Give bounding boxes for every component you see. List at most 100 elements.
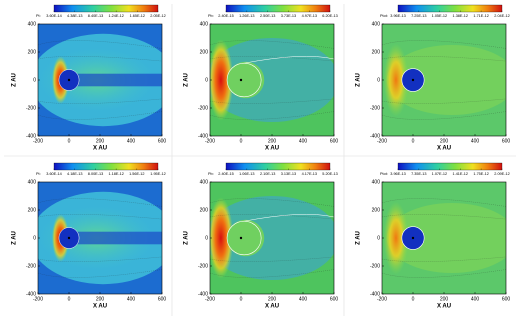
colorbar-title: Pt:: [36, 172, 41, 176]
sun: [239, 78, 243, 82]
y-tick-label: 400: [28, 21, 37, 27]
x-axis-label: X AU: [265, 146, 279, 152]
x-tick-label: 400: [127, 296, 136, 302]
colorbar-title: Ptot:: [380, 172, 388, 176]
colorbar-tick-label: 2.09E-12: [494, 172, 509, 176]
field-contour: [244, 214, 334, 222]
x-tick-label: -200: [33, 296, 43, 302]
x-tick-label: 200: [440, 138, 449, 144]
field-envelope: [210, 196, 334, 280]
x-tick-label: 600: [158, 138, 167, 144]
colorbar-tick-label: 2.40E-15: [218, 14, 233, 18]
y-tick-label: 200: [372, 207, 381, 213]
y-tick-label: -200: [26, 263, 36, 269]
y-tick-label: -200: [370, 105, 380, 111]
colorbar-tick-label: 3.13E-13: [281, 172, 296, 176]
y-tick-label: 400: [200, 179, 209, 185]
y-tick-label: 0: [33, 77, 36, 83]
streamline: [382, 256, 506, 262]
colorbar-tick-label: 7.25E-13: [411, 14, 426, 18]
y-tick-label: 200: [28, 49, 37, 55]
streamline: [38, 98, 162, 104]
field-crescent: [383, 201, 409, 275]
colorbar-tick-label: 5.20E-13: [322, 172, 337, 176]
streamline: [210, 40, 334, 49]
y-tick-label: 200: [28, 207, 37, 213]
colorbar-tick-label: 1.75E-12: [473, 172, 488, 176]
x-tick-label: -200: [377, 138, 387, 144]
x-tick-label: 600: [158, 296, 167, 302]
field: [382, 24, 506, 136]
field-envelope: [386, 203, 506, 273]
y-tick-label: 200: [200, 49, 209, 55]
colorbar-tick-label: 8.00E-13: [88, 172, 103, 176]
field: [38, 182, 162, 294]
y-tick-label: 0: [205, 235, 208, 241]
streamline: [38, 198, 162, 207]
y-tick-label: -200: [370, 263, 380, 269]
x-tick-label: 0: [412, 138, 415, 144]
y-axis-label: Z AU: [12, 231, 18, 245]
x-tick-label: 200: [96, 296, 105, 302]
colorbar-tick-label: 4.38E-13: [67, 14, 82, 18]
x-axis-label: X AU: [93, 304, 107, 310]
sun: [67, 236, 71, 240]
colorbar-tick-label: 1.38E-12: [453, 14, 468, 18]
y-tick-label: 0: [205, 77, 208, 83]
colorbar-tick-label: 4.18E-13: [67, 172, 82, 176]
y-tick-label: 0: [377, 77, 380, 83]
field-crescent: [210, 39, 234, 121]
streamline: [382, 214, 506, 220]
y-axis-label: Z AU: [356, 231, 362, 245]
colorbar-tick-label: 1.71E-12: [473, 14, 488, 18]
streamline: [382, 269, 506, 278]
colorbar-tick-label: 2.10E-13: [260, 172, 275, 176]
x-axis-label: X AU: [93, 146, 107, 152]
colorbar-tick-label: 2.50E-13: [260, 14, 275, 18]
colorbar-tick-label: 1.07E-12: [432, 172, 447, 176]
colorbar: [225, 162, 331, 171]
streamline: [38, 40, 162, 49]
streamline: [38, 111, 162, 120]
colorbar-tick-label: 7.35E-13: [411, 172, 426, 176]
field-envelope: [386, 45, 506, 115]
colorbar: [53, 4, 159, 13]
colorbar-tick-label: 2.04E-12: [494, 14, 509, 18]
y-tick-label: -400: [370, 133, 380, 139]
x-tick-label: -200: [377, 296, 387, 302]
x-tick-label: 0: [240, 296, 243, 302]
streamline: [38, 269, 162, 278]
field: [210, 24, 334, 136]
y-tick-label: -200: [26, 105, 36, 111]
colorbar-tick-label: 1.18E-12: [108, 172, 123, 176]
colorbar: [397, 162, 503, 171]
colorbar-tick-label: 3.60E-14: [46, 14, 61, 18]
sun: [67, 78, 71, 82]
streamline: [38, 56, 162, 62]
y-tick-label: -400: [370, 291, 380, 297]
colorbar-tick-label: 1.56E-12: [129, 172, 144, 176]
streamline: [382, 56, 506, 62]
x-tick-label: 400: [127, 138, 136, 144]
colorbar-tick-label: 3.96E-13: [390, 14, 405, 18]
x-tick-label: 600: [502, 138, 511, 144]
streamline: [210, 98, 334, 104]
x-tick-label: 200: [440, 296, 449, 302]
y-tick-label: 200: [372, 49, 381, 55]
x-tick-label: 0: [240, 138, 243, 144]
field: [38, 24, 162, 136]
y-tick-label: 0: [33, 235, 36, 241]
streamline: [210, 56, 334, 62]
x-tick-label: 400: [471, 138, 480, 144]
colorbar-tick-label: 1.26E-13: [239, 14, 254, 18]
field: [382, 182, 506, 294]
sun: [411, 78, 415, 82]
streamline: [382, 111, 506, 120]
streamline: [210, 269, 334, 278]
colorbar-title: Pb:: [208, 14, 214, 18]
field-crescent: [210, 197, 234, 279]
colorbar-tick-label: 3.60E-14: [46, 172, 61, 176]
x-axis-label: X AU: [437, 146, 451, 152]
x-tick-label: 200: [96, 138, 105, 144]
